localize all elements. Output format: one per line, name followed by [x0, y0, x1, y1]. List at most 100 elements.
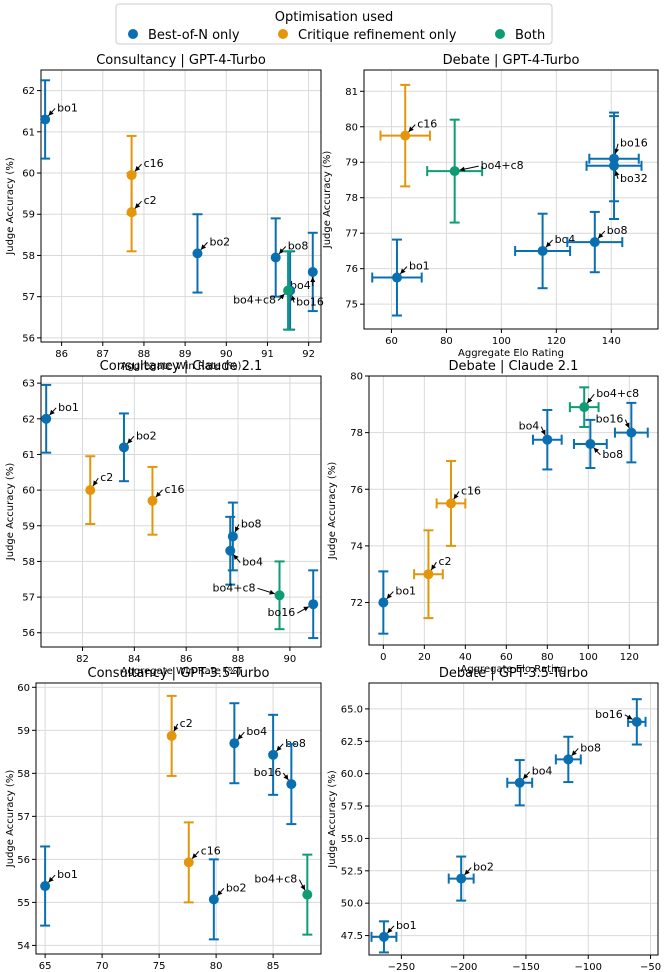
- y-axis-label: Judge Accuracy (%): [322, 151, 333, 250]
- x-tick-label: 65: [39, 961, 52, 972]
- marker-bo2: [192, 248, 203, 259]
- annotation-arrowhead: [571, 750, 577, 756]
- point-label: bo4+c8: [233, 293, 276, 306]
- data-point-bo2: bo2: [192, 213, 230, 294]
- x-tick-label: 86: [180, 654, 193, 665]
- point-label: bo4: [555, 233, 576, 246]
- x-tick-label: 0: [380, 652, 386, 663]
- chart-panel-3: 82 84 86 88 90 56 57 58 59 60 61 62 63 Consultancy | …: [5, 359, 322, 677]
- marker-bo2: [208, 894, 219, 905]
- marker-c16: [147, 495, 158, 506]
- y-tick-label: 59: [22, 210, 35, 221]
- legend-marker-both: [495, 29, 505, 39]
- y-tick-label: 81: [345, 87, 358, 98]
- x-tick-label: 70: [96, 961, 109, 972]
- y-axis-label: Judge Accuracy (%): [5, 463, 16, 562]
- x-tick-label: 75: [153, 961, 166, 972]
- annotation-arrowhead: [93, 480, 98, 486]
- y-tick-label: 47.5: [341, 931, 363, 942]
- data-point-bo16: bo16: [588, 115, 648, 203]
- legend-frame: [115, 3, 553, 45]
- x-tick-label: 90: [284, 654, 297, 665]
- point-label: bo4: [246, 725, 267, 738]
- data-point-bo8: bo8: [566, 210, 628, 274]
- y-tick-label: 58: [22, 251, 35, 262]
- annotation-arrowhead: [523, 773, 529, 780]
- plot-frame: [363, 69, 659, 330]
- point-label: bo1: [57, 868, 78, 881]
- marker-bo4: [542, 434, 553, 445]
- point-label: bo4+c8: [596, 387, 639, 400]
- point-label: bo16: [595, 708, 623, 721]
- point-label: c2: [144, 194, 157, 207]
- data-point-bo8: bo8: [227, 501, 262, 572]
- legend-label-best-of-n: Best-of-N only: [148, 28, 240, 43]
- y-tick-label: 72: [350, 598, 363, 609]
- data-point-c2: c2: [413, 529, 451, 620]
- x-tick-label: 82: [76, 654, 89, 665]
- x-tick-label: −200: [450, 962, 477, 972]
- y-tick-label: 60.0: [341, 769, 363, 780]
- marker-bo16: [626, 427, 637, 438]
- y-tick-label: 55.0: [341, 834, 363, 845]
- y-tick-label: 50.0: [341, 899, 363, 910]
- marker-bo32: [609, 160, 620, 171]
- annotation-arrowhead: [303, 606, 309, 612]
- y-tick-label: 79: [345, 158, 358, 169]
- point-label: bo2: [473, 861, 494, 874]
- data-point-bo16: bo16: [254, 743, 297, 826]
- annotation-arrowhead: [237, 734, 243, 740]
- x-tick-label: 92: [302, 349, 315, 360]
- annotation-arrowhead: [310, 276, 316, 282]
- marker-bo4: [537, 245, 548, 256]
- marker-c2: [85, 485, 96, 496]
- data-point-bo8: bo8: [270, 217, 308, 298]
- data-point-bo4+c8: bo4+c8: [233, 250, 294, 331]
- data-point-bo1: bo1: [40, 845, 78, 927]
- x-tick-label: 20: [418, 652, 431, 663]
- x-tick-label: 60: [385, 336, 398, 347]
- x-tick-label: 60: [500, 652, 513, 663]
- y-tick-label: 57: [22, 292, 35, 303]
- chart-title: Debate | GPT-4-Turbo: [443, 53, 580, 68]
- data-point-c16: c16: [435, 459, 481, 547]
- point-label: bo32: [620, 172, 648, 185]
- y-tick-label: 56: [22, 333, 35, 344]
- y-tick-label: 52.5: [341, 866, 363, 877]
- y-tick-label: 76: [345, 264, 358, 275]
- marker-bo8: [270, 252, 281, 263]
- data-point-bo32: bo32: [585, 111, 648, 221]
- marker-c16: [400, 130, 411, 141]
- data-point-bo4: bo4: [290, 231, 318, 313]
- annotation-arrowhead: [400, 268, 406, 274]
- chart-panel-4: 0 20 40 60 80 100 120 72 74 76 78 80 Debate | Claude…: [327, 359, 659, 675]
- y-tick-label: 56: [22, 628, 35, 639]
- x-tick-label: 88: [232, 654, 245, 665]
- x-tick-label: −150: [512, 962, 539, 972]
- annotation-arrowhead: [453, 493, 459, 500]
- point-label: bo4: [532, 765, 553, 778]
- data-point-bo16: bo16: [268, 569, 319, 640]
- annotation-arrowhead: [155, 491, 162, 498]
- annotation-arrowhead: [614, 148, 620, 154]
- y-tick-label: 75: [345, 300, 358, 311]
- annotation-arrowhead: [459, 166, 465, 172]
- x-axis-label: Aggregate Elo Rating: [461, 664, 567, 675]
- point-label: bo2: [209, 235, 230, 248]
- data-point-bo1: bo1: [370, 919, 417, 954]
- x-tick-label: −50: [640, 962, 661, 972]
- annotation-arrowhead: [134, 166, 141, 172]
- x-tick-label: 85: [267, 961, 280, 972]
- y-tick-label: 54: [17, 941, 30, 952]
- data-point-bo8: bo8: [554, 735, 601, 784]
- data-point-c2: c2: [166, 694, 193, 777]
- marker-c2: [126, 207, 137, 218]
- y-tick-label: 65.0: [341, 704, 363, 715]
- annotation-arrowhead: [134, 203, 141, 209]
- data-point-c16: c16: [379, 83, 437, 188]
- legend: Optimisation used Best-of-N only Critiqu…: [115, 3, 553, 45]
- point-label: c16: [417, 118, 437, 131]
- annotation-arrowhead: [235, 526, 240, 532]
- point-label: bo4+c8: [213, 581, 256, 594]
- data-point-bo4+c8: bo4+c8: [254, 853, 313, 936]
